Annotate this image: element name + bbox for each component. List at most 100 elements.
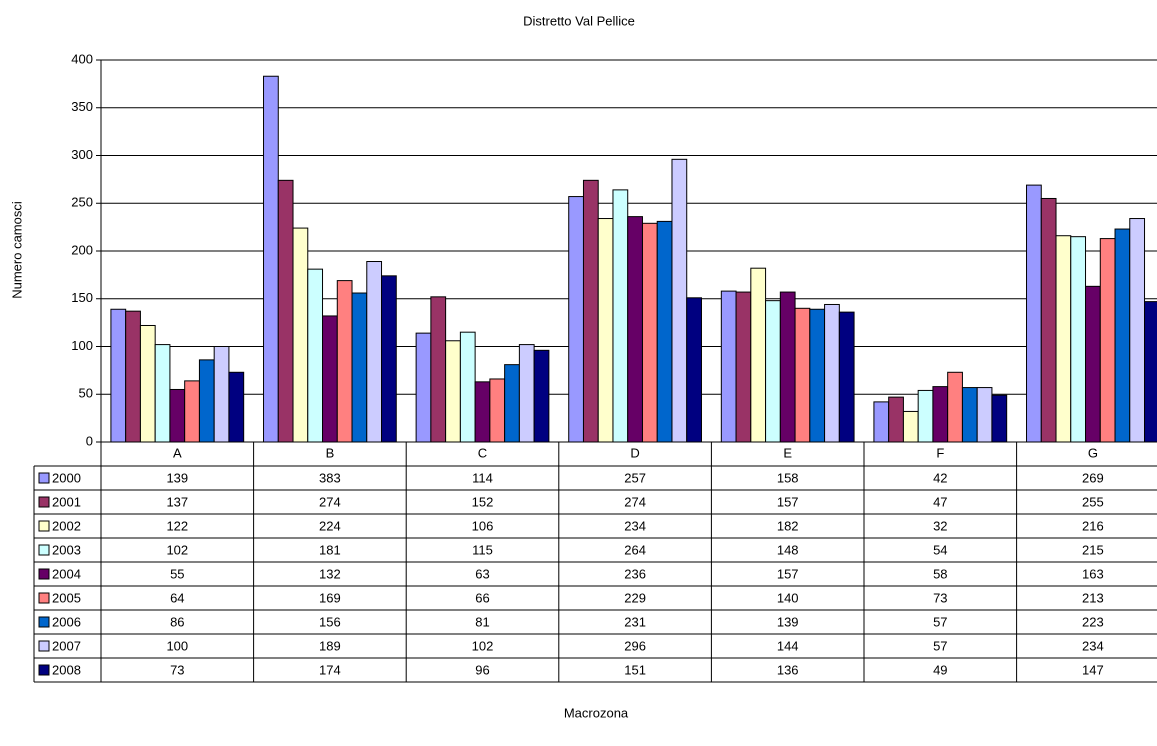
table-value: 63	[475, 566, 489, 581]
bar	[735, 291, 752, 443]
y-tick-label: 300	[71, 147, 93, 162]
table-value: 163	[1082, 566, 1104, 581]
bar	[641, 222, 658, 443]
bar	[336, 280, 353, 443]
table-value: 181	[319, 542, 341, 557]
bar	[459, 331, 476, 443]
chart-title: Distretto Val Pellice	[523, 13, 635, 28]
table-value: 64	[170, 590, 184, 605]
legend-key	[38, 496, 50, 508]
bar	[794, 307, 811, 443]
bar	[430, 296, 447, 443]
table-value: 169	[319, 590, 341, 605]
table-value: 229	[624, 590, 646, 605]
table-value: 257	[624, 470, 646, 485]
legend-label: 2005	[52, 590, 81, 605]
table-value: 115	[472, 542, 493, 557]
y-tick-label: 50	[79, 386, 93, 401]
table-value: 73	[933, 590, 947, 605]
bar	[947, 371, 963, 443]
table-value: 57	[933, 638, 947, 653]
y-tick-label: 100	[71, 338, 93, 353]
bar	[277, 179, 294, 443]
legend-label: 2002	[52, 518, 81, 533]
table-value: 32	[933, 518, 947, 533]
legend-label: 2000	[52, 470, 81, 485]
bar	[228, 371, 245, 443]
legend-label: 2008	[52, 662, 81, 677]
y-axis-label: Numero camosci	[9, 201, 24, 299]
bar	[1026, 184, 1042, 443]
bar	[1055, 235, 1072, 443]
table-value: 182	[777, 518, 799, 533]
table-value: 213	[1082, 590, 1104, 605]
bar	[656, 220, 673, 443]
table-value: 255	[1082, 494, 1104, 509]
table-value: 157	[777, 494, 799, 509]
bar	[184, 380, 200, 443]
legend-label: 2007	[52, 638, 81, 653]
x-tick-label: B	[326, 445, 335, 460]
table-value: 151	[624, 662, 646, 677]
table-value: 144	[777, 638, 799, 653]
bar	[366, 261, 383, 443]
bar	[307, 268, 324, 443]
table-value: 215	[1082, 542, 1104, 557]
bar	[1129, 218, 1146, 443]
x-tick-label: A	[173, 445, 182, 460]
table-value: 234	[624, 518, 646, 533]
bar	[686, 297, 702, 443]
bar	[976, 387, 993, 443]
bar	[888, 396, 904, 443]
table-value: 152	[472, 494, 494, 509]
x-tick-label: D	[630, 445, 639, 460]
y-tick-label: 150	[71, 290, 93, 305]
table-value: 102	[166, 542, 188, 557]
bar	[263, 75, 279, 443]
bar	[838, 311, 855, 443]
bar	[568, 196, 584, 443]
bar	[1070, 236, 1087, 443]
bar	[1114, 228, 1131, 443]
table-value: 216	[1082, 518, 1104, 533]
y-tick-label: 0	[86, 433, 93, 448]
table-value: 102	[472, 638, 494, 653]
bar	[322, 315, 338, 443]
bar	[213, 346, 230, 443]
bar	[110, 308, 127, 443]
bar	[961, 387, 978, 443]
x-tick-label: G	[1088, 445, 1098, 460]
table-value: 140	[777, 590, 799, 605]
table-value: 157	[777, 566, 799, 581]
table-value: 55	[170, 566, 184, 581]
bar	[1144, 301, 1157, 443]
table-value: 236	[624, 566, 646, 581]
table-value: 274	[319, 494, 341, 509]
y-tick-label: 200	[71, 242, 93, 257]
table-value: 106	[472, 518, 494, 533]
x-tick-label: C	[478, 445, 487, 460]
bar	[902, 410, 919, 443]
table-value: 96	[475, 662, 489, 677]
bar	[474, 381, 491, 443]
table-value: 269	[1082, 470, 1104, 485]
bar	[917, 389, 934, 443]
table-value: 73	[170, 662, 184, 677]
legend-key	[38, 592, 50, 604]
table-value: 86	[170, 614, 184, 629]
table-value: 58	[933, 566, 947, 581]
table-value: 81	[475, 614, 489, 629]
table-value: 139	[166, 470, 188, 485]
y-tick-label: 350	[71, 99, 93, 114]
x-axis-label: Macrozona	[564, 705, 629, 720]
legend-label: 2006	[52, 614, 81, 629]
table-value: 132	[319, 566, 341, 581]
table-value: 383	[319, 470, 341, 485]
bar	[1040, 197, 1057, 443]
bar	[533, 349, 550, 443]
table-value: 136	[777, 662, 799, 677]
table-value: 264	[624, 542, 646, 557]
bar	[518, 344, 535, 443]
table-value: 100	[166, 638, 188, 653]
